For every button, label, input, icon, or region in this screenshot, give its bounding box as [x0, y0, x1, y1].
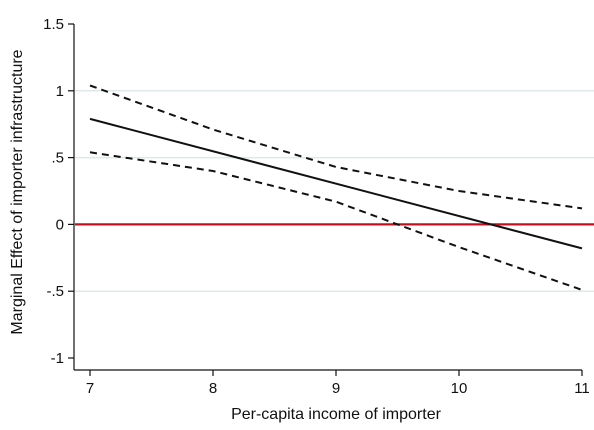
x-tick-label: 11 — [574, 380, 590, 397]
marginal-effect-line — [89, 117, 583, 250]
confidence-bound-line — [89, 151, 583, 291]
gridlines — [75, 90, 594, 292]
series-lines — [89, 84, 583, 291]
x-axis-title: Per-capita income of importer — [231, 406, 442, 423]
x-tick-label: 10 — [451, 380, 468, 397]
y-tick-label: 0 — [56, 216, 64, 233]
y-tick-label: 1 — [56, 83, 64, 100]
x-tick-label: 7 — [86, 380, 94, 397]
x-tick-label: 8 — [209, 380, 217, 397]
y-tick-label: .5 — [51, 150, 64, 167]
ticks: 1.51.50-.5-17 8 9 10 11 — [43, 16, 590, 397]
y-tick-label: 1.5 — [43, 16, 64, 33]
confidence-bound-line — [89, 84, 583, 210]
y-axis-title: Marginal Effect of importer infrastructu… — [9, 49, 26, 334]
x-tick-label: 9 — [332, 380, 340, 397]
y-tick-label: -.5 — [46, 283, 64, 300]
y-tick-label: -1 — [51, 350, 64, 367]
axes — [73, 24, 582, 371]
